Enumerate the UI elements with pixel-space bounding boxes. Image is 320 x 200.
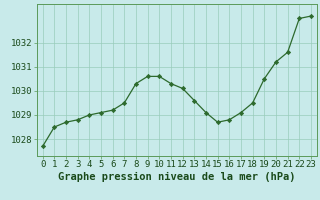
X-axis label: Graphe pression niveau de la mer (hPa): Graphe pression niveau de la mer (hPa) <box>58 172 296 182</box>
